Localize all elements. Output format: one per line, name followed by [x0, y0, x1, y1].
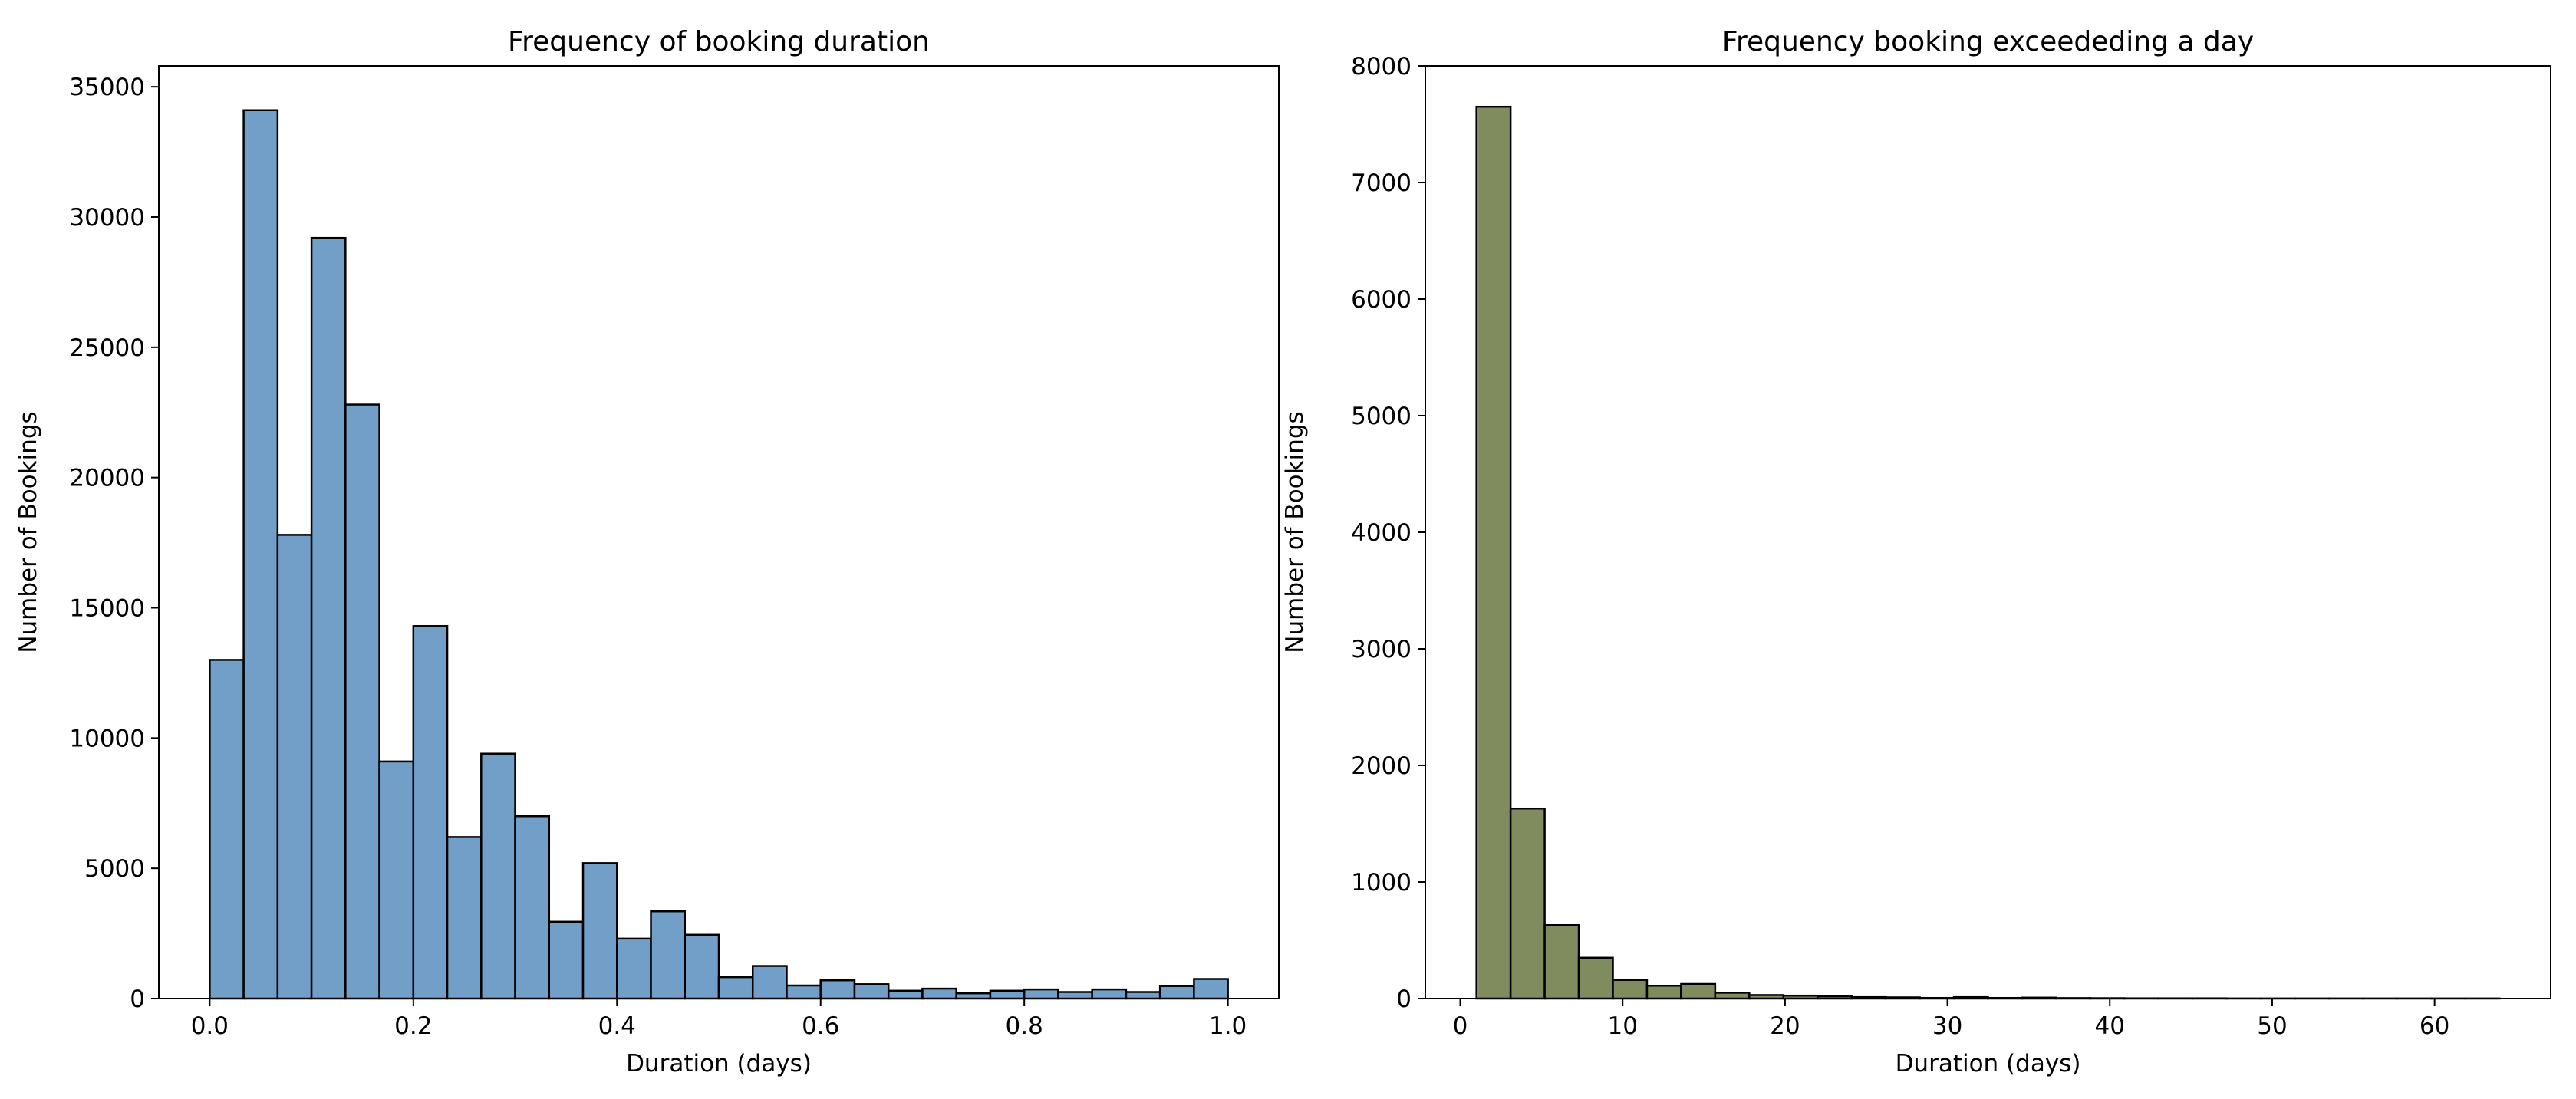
x-tick-label: 0.4: [598, 1012, 636, 1040]
histogram-bar: [819, 979, 856, 1000]
histogram-bar: [480, 752, 516, 1000]
histogram-bar: [1158, 985, 1195, 1000]
y-axis-ticks: 0 5000 10000 15000 20000 25000 30000 35000: [69, 74, 159, 1013]
histogram-bar: [1645, 985, 1682, 1000]
histogram-bar: [955, 992, 992, 1000]
histogram-bar: [446, 836, 483, 1000]
y-tick-label: 10000: [69, 725, 145, 752]
histogram-bar: [921, 987, 957, 1000]
y-axis-label: Number of Bookings: [15, 411, 42, 653]
histogram-bar: [1125, 991, 1161, 1000]
y-axis-label: Number of Bookings: [1281, 411, 1309, 653]
histogram-bar: [209, 659, 245, 1000]
histogram-bar: [1577, 956, 1614, 1000]
histogram-bar: [1475, 105, 1512, 1000]
x-tick-label: 30: [1932, 1012, 1962, 1040]
x-tick-label: 50: [2257, 1012, 2287, 1040]
y-tick-label: 5000: [84, 855, 145, 883]
histogram-bar: [1057, 991, 1093, 1000]
histogram-bars: [209, 109, 1229, 1000]
x-tick-label: 0.8: [1006, 1012, 1043, 1040]
y-tick-label: 5000: [1351, 403, 1412, 430]
x-tick-label: 60: [2420, 1012, 2449, 1040]
histogram-bar: [1193, 978, 1229, 1000]
chart-title: Frequency booking exceededing a day: [1722, 26, 2254, 58]
x-axis-label: Duration (days): [626, 1050, 812, 1078]
chart-booking-duration: Frequency of booking duration 0.0 0.2 0.4 0…: [15, 26, 1280, 1078]
histogram-bar: [1509, 807, 1546, 1000]
y-tick-label: 25000: [69, 334, 145, 362]
histogram-bar: [751, 965, 788, 1000]
x-tick-label: 0.2: [394, 1012, 432, 1040]
y-tick-label: 30000: [69, 204, 145, 232]
y-tick-label: 3000: [1351, 636, 1412, 663]
y-tick-label: 4000: [1351, 519, 1412, 547]
y-tick-label: 6000: [1351, 286, 1412, 314]
histogram-bar: [1680, 982, 1717, 1000]
x-tick-label: 0: [1453, 1012, 1468, 1040]
histogram-bar: [1091, 988, 1128, 1000]
histogram-bar: [1612, 979, 1649, 1000]
y-tick-label: 15000: [69, 595, 145, 623]
histogram-bar: [378, 760, 415, 1000]
chart-booking-exceeding-day: Frequency booking exceededing a day 0 10 2…: [1281, 26, 2551, 1078]
y-tick-label: 7000: [1351, 169, 1412, 197]
histogram-bar: [989, 989, 1026, 1000]
histogram-bar: [1543, 923, 1580, 1000]
x-tick-label: 0.6: [802, 1012, 839, 1040]
y-tick-label: 20000: [69, 465, 145, 492]
histogram-bar: [310, 236, 347, 1000]
histogram-bar: [853, 983, 890, 1000]
histogram-bar: [1023, 988, 1059, 1000]
histogram-bar: [887, 989, 924, 1000]
histogram-bar: [650, 910, 687, 1000]
histogram-bar: [344, 403, 380, 1000]
histogram-bar: [717, 976, 754, 1000]
y-tick-label: 0: [1396, 985, 1412, 1013]
axes-frame: [158, 65, 1280, 999]
x-axis-label: Duration (days): [1896, 1050, 2081, 1078]
histogram-bar: [412, 625, 449, 1000]
x-axis-ticks: 0.0 0.2 0.4 0.6 0.8 1.0: [191, 999, 1247, 1040]
y-tick-label: 2000: [1351, 752, 1412, 780]
y-tick-label: 8000: [1351, 53, 1412, 81]
chart-title: Frequency of booking duration: [508, 26, 930, 58]
x-tick-label: 10: [1607, 1012, 1637, 1040]
x-tick-label: 40: [2095, 1012, 2125, 1040]
y-tick-label: 0: [130, 985, 145, 1013]
y-tick-label: 35000: [69, 74, 145, 101]
histogram-bar: [514, 814, 551, 1000]
histogram-bar: [581, 862, 618, 1000]
histogram-bars: [1475, 105, 2501, 1000]
y-axis-ticks: 0 1000 2000 3000 4000 5000 6000 7000 8000: [1351, 53, 1425, 1013]
x-tick-label: 20: [1770, 1012, 1800, 1040]
histogram-bar: [786, 984, 822, 1000]
histogram-bar: [242, 109, 279, 1000]
histogram-bar: [684, 933, 720, 1000]
histogram-bar: [1714, 992, 1751, 1000]
histogram-bar: [616, 937, 652, 1000]
x-tick-label: 0.0: [191, 1012, 229, 1040]
y-tick-label: 1000: [1351, 869, 1412, 897]
histogram-bar: [548, 920, 585, 1000]
x-tick-label: 1.0: [1209, 1012, 1247, 1040]
x-axis-ticks: 0 10 20 30 40 50 60: [1453, 999, 2449, 1040]
histogram-bar: [276, 534, 313, 1000]
